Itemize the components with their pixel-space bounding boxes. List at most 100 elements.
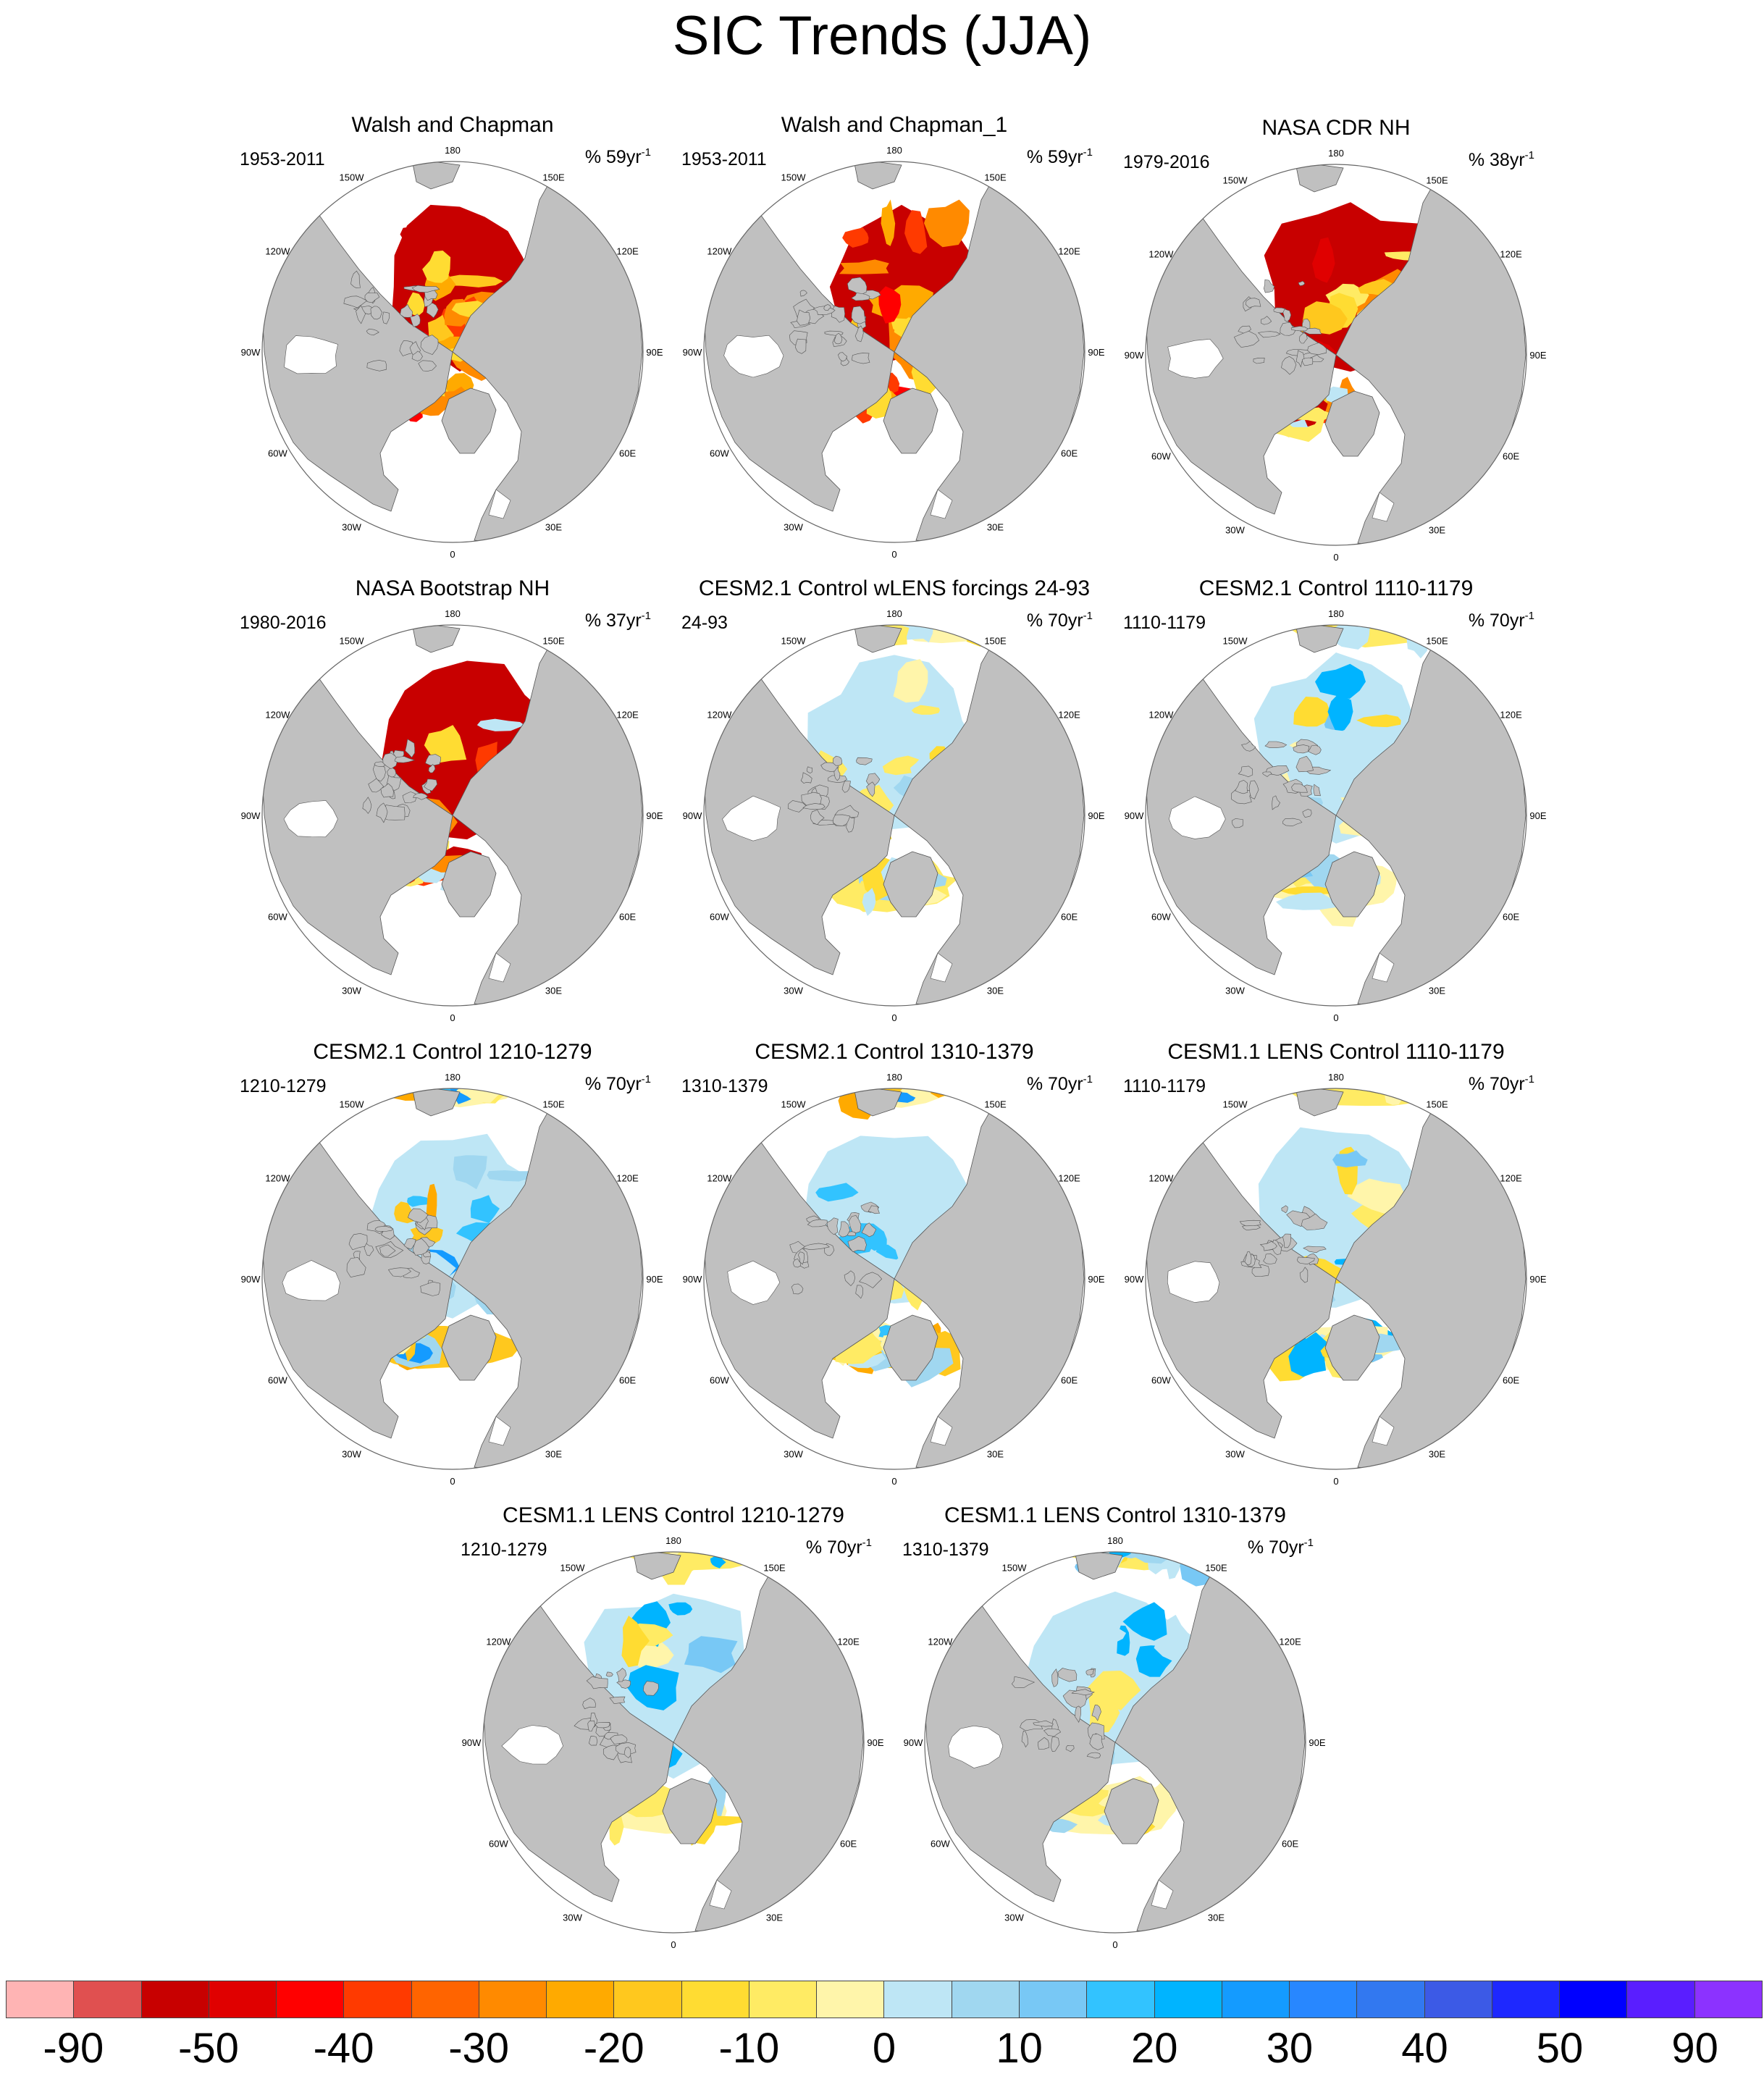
hudson-bay — [283, 800, 338, 838]
longitude-label: 120W — [1148, 249, 1174, 260]
longitude-label: 150E — [1426, 635, 1448, 646]
island — [582, 1697, 596, 1710]
polar-map: 180 150E 120E 90E 60E 30E 0 30W 60W 90W 120W 150W — [683, 145, 1105, 560]
ice-trend-patch — [1085, 1671, 1141, 1710]
polar-map: 180 150E 120E 90E 60E 30E 0 30W 60W 90W 120W 150W — [462, 1535, 884, 1950]
panel-cesm11-1110: CESM1.1 LENS Control 1110-1179 1110-1179… — [1119, 1040, 1553, 1487]
longitude-label: 0 — [1333, 1476, 1338, 1487]
unit-label: % 59yr-1 — [1026, 146, 1093, 167]
colorbar-segment — [817, 1981, 885, 2018]
island — [1043, 1728, 1062, 1737]
longitude-label: 90E — [1088, 1274, 1104, 1285]
island — [424, 778, 438, 792]
ice-trend-patch — [978, 584, 999, 624]
longitude-label: 90E — [646, 810, 663, 821]
colorbar-segment — [681, 1981, 749, 2018]
colorbar-segment — [614, 1981, 682, 2018]
island — [1281, 1205, 1288, 1214]
longitude-label: 150W — [340, 635, 365, 646]
island — [368, 778, 385, 793]
land-mass — [1324, 851, 1380, 918]
ice-trend-patch — [1327, 695, 1353, 733]
map-content — [1146, 625, 1526, 1006]
map-content — [262, 625, 643, 1006]
ice-trend-patch — [424, 725, 467, 763]
panel-nasa-cdr-nh: NASA CDR NH 1979-2016 % 38yr-1 180 150E 12… — [1119, 116, 1553, 563]
ice-trend-patch — [911, 705, 940, 715]
polar-map: 180 150E 120E 90E 60E 30E 0 30W 60W 90W 120W 150W — [683, 1072, 1105, 1487]
colorbar-segment — [1087, 1981, 1155, 2018]
ice-trend-patch — [727, 1552, 757, 1557]
island — [806, 766, 812, 774]
longitude-label: 90E — [1088, 347, 1104, 358]
longitude-label: 30E — [1429, 525, 1445, 536]
land-mass — [662, 1778, 718, 1844]
island — [586, 1676, 608, 1689]
land-mass — [452, 637, 643, 1006]
colorbar-segment — [1560, 1981, 1628, 2018]
island — [374, 1225, 394, 1232]
longitude-label: 90E — [1309, 1737, 1325, 1748]
island — [841, 780, 851, 793]
panel-title: CESM1.1 LENS Control 1210-1279 — [503, 1503, 844, 1527]
land-mass — [883, 851, 938, 918]
colorbar-tick-label: 0 — [872, 2025, 896, 2072]
island — [1290, 326, 1309, 332]
land-mass — [925, 1586, 1116, 1902]
longitude-label: 120E — [1279, 1637, 1301, 1647]
colorbar-tick-label: 90 — [1671, 2025, 1718, 2072]
panel-cesm11-1210: CESM1.1 LENS Control 1210-1279 1210-1279… — [456, 1503, 891, 1950]
hudson-bay — [1167, 1261, 1220, 1303]
longitude-label: 90W — [904, 1737, 923, 1748]
island — [366, 360, 387, 371]
ice-trend-patch — [928, 1088, 957, 1098]
map-boundary — [261, 161, 644, 543]
colorbar-tick-label: 30 — [1266, 2025, 1314, 2072]
land-mass — [452, 1101, 643, 1469]
ice-trend-patch — [1276, 892, 1339, 910]
island — [1233, 330, 1260, 348]
land-mass — [1335, 637, 1526, 1006]
colorbar-tick-label: -30 — [448, 2025, 510, 2072]
island — [833, 332, 843, 345]
longitude-label: 0 — [891, 549, 896, 560]
island — [1248, 780, 1259, 799]
longitude-label: 180 — [886, 1072, 902, 1083]
island — [387, 1267, 412, 1277]
island — [609, 1696, 626, 1705]
island — [793, 1258, 802, 1268]
longitude-label: 60E — [619, 912, 636, 923]
land-mass — [452, 174, 643, 542]
map-boundary — [703, 624, 1085, 1007]
colorbar-segment — [749, 1981, 818, 2018]
map-boundary — [1145, 624, 1527, 1007]
longitude-label: 120W — [1148, 710, 1174, 721]
island — [1253, 358, 1265, 364]
longitude-label: 30W — [342, 1449, 361, 1460]
island — [1282, 818, 1303, 826]
ice-trend-patch — [1092, 1623, 1127, 1643]
panel-title: NASA Bootstrap NH — [355, 576, 550, 600]
colorbar-segment — [344, 1981, 412, 2018]
island — [1308, 744, 1322, 755]
period-label: 1210-1279 — [240, 1076, 327, 1096]
longitude-label: 150W — [781, 1099, 807, 1109]
island — [810, 810, 825, 826]
longitude-label: 60W — [489, 1839, 508, 1850]
island — [1263, 279, 1275, 293]
island — [616, 1668, 627, 1682]
longitude-label: 60E — [1061, 1375, 1078, 1386]
island — [346, 1257, 366, 1278]
island — [420, 1281, 441, 1296]
longitude-label: 30E — [545, 522, 562, 533]
ice-trend-patch — [1167, 1525, 1209, 1537]
island — [838, 352, 847, 362]
longitude-label: 180 — [1328, 608, 1344, 619]
map-boundary — [482, 1551, 865, 1934]
island — [1075, 1705, 1082, 1724]
panel-title: Walsh and Chapman — [351, 113, 554, 137]
island — [1257, 331, 1281, 338]
longitude-label: 150E — [984, 1099, 1007, 1109]
land-mass — [1146, 659, 1337, 975]
map-boundary — [261, 1088, 644, 1470]
